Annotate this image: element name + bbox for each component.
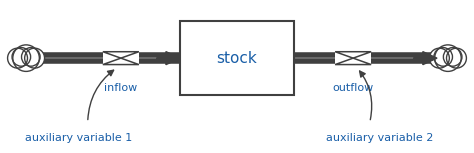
Ellipse shape xyxy=(429,48,449,68)
Ellipse shape xyxy=(8,48,27,68)
Ellipse shape xyxy=(25,48,45,68)
FancyArrow shape xyxy=(156,52,180,65)
Text: outflow: outflow xyxy=(332,83,374,93)
Ellipse shape xyxy=(13,45,39,71)
FancyArrow shape xyxy=(413,52,437,65)
Bar xyxy=(180,21,294,95)
Ellipse shape xyxy=(434,48,453,66)
Ellipse shape xyxy=(447,48,466,68)
Ellipse shape xyxy=(12,48,31,66)
Ellipse shape xyxy=(21,48,40,66)
Text: inflow: inflow xyxy=(104,83,137,93)
Text: auxiliary variable 1: auxiliary variable 1 xyxy=(25,133,132,143)
Text: stock: stock xyxy=(217,51,257,66)
Text: auxiliary variable 2: auxiliary variable 2 xyxy=(326,133,433,143)
Ellipse shape xyxy=(443,48,462,66)
Ellipse shape xyxy=(435,45,461,71)
